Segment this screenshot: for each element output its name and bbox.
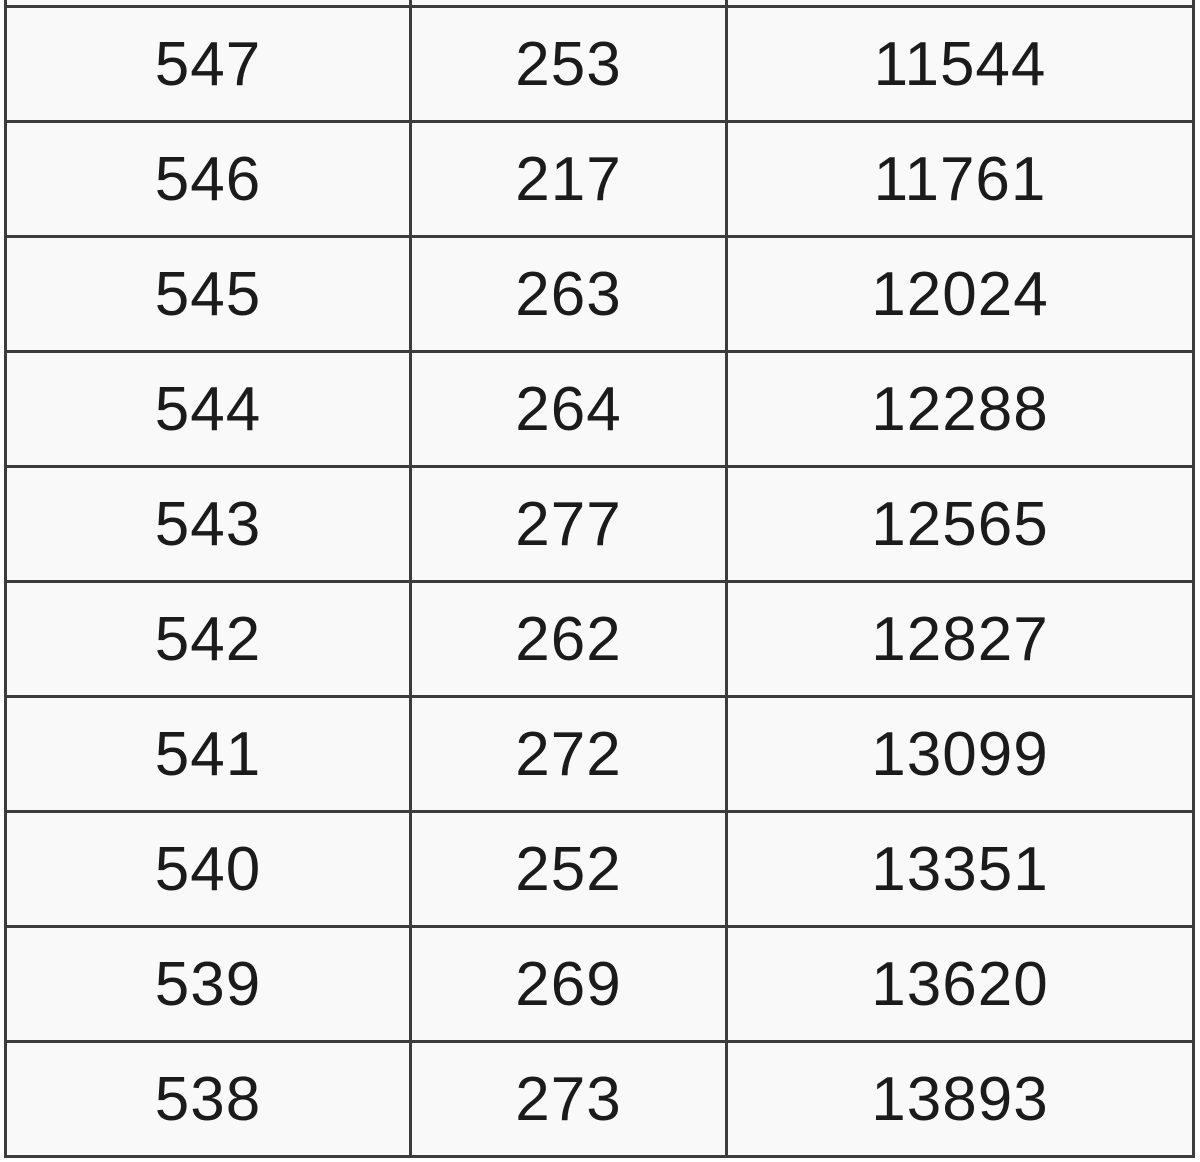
table-cell: 542 xyxy=(4,580,412,698)
table-cell: 544 xyxy=(4,350,412,468)
table-row: 542 262 12827 xyxy=(4,580,1195,698)
table-row-clipped xyxy=(4,0,1195,8)
table-cell: 262 xyxy=(409,580,728,698)
score-table-container: 547 253 11544 546 217 11761 545 263 1202… xyxy=(4,0,1195,1158)
score-table: 547 253 11544 546 217 11761 545 263 1202… xyxy=(4,0,1195,1158)
table-row: 541 272 13099 xyxy=(4,695,1195,813)
table-cell: 11761 xyxy=(725,120,1195,238)
table-cell: 538 xyxy=(4,1040,412,1158)
table-cell: 269 xyxy=(409,925,728,1043)
table-cell: 547 xyxy=(4,5,412,123)
table-cell xyxy=(4,0,412,8)
table-cell: 12288 xyxy=(725,350,1195,468)
table-cell: 13620 xyxy=(725,925,1195,1043)
table-cell: 541 xyxy=(4,695,412,813)
table-row: 538 273 13893 xyxy=(4,1040,1195,1158)
table-cell: 217 xyxy=(409,120,728,238)
table-cell: 13099 xyxy=(725,695,1195,813)
table-row: 544 264 12288 xyxy=(4,350,1195,468)
table-cell: 13893 xyxy=(725,1040,1195,1158)
table-cell: 277 xyxy=(409,465,728,583)
table-cell: 13351 xyxy=(725,810,1195,928)
table-row: 543 277 12565 xyxy=(4,465,1195,583)
table-cell: 12024 xyxy=(725,235,1195,353)
table-cell: 546 xyxy=(4,120,412,238)
table-cell: 545 xyxy=(4,235,412,353)
table-cell: 12827 xyxy=(725,580,1195,698)
table-cell: 543 xyxy=(4,465,412,583)
table-cell: 12565 xyxy=(725,465,1195,583)
table-cell xyxy=(409,0,728,8)
table-cell: 540 xyxy=(4,810,412,928)
table-row: 547 253 11544 xyxy=(4,5,1195,123)
table-cell: 264 xyxy=(409,350,728,468)
table-row: 539 269 13620 xyxy=(4,925,1195,1043)
table-cell: 263 xyxy=(409,235,728,353)
table-cell: 252 xyxy=(409,810,728,928)
table-row: 546 217 11761 xyxy=(4,120,1195,238)
table-row: 540 252 13351 xyxy=(4,810,1195,928)
table-cell: 253 xyxy=(409,5,728,123)
table-cell xyxy=(725,0,1195,8)
table-cell: 11544 xyxy=(725,5,1195,123)
table-row: 545 263 12024 xyxy=(4,235,1195,353)
table-cell: 539 xyxy=(4,925,412,1043)
table-cell: 273 xyxy=(409,1040,728,1158)
table-cell: 272 xyxy=(409,695,728,813)
